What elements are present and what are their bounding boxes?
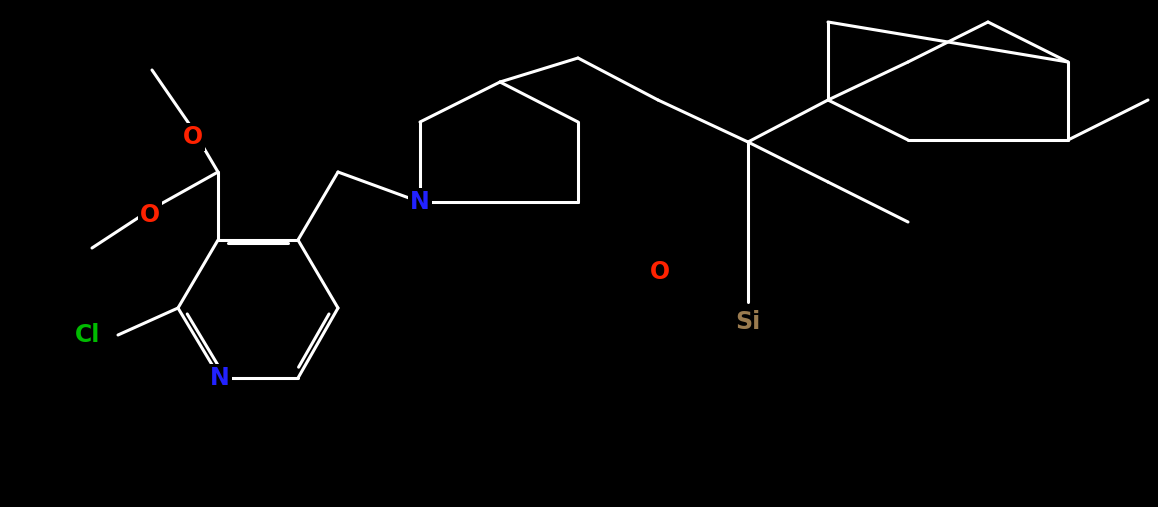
- Text: O: O: [140, 203, 160, 227]
- Text: N: N: [210, 366, 230, 390]
- Text: N: N: [410, 190, 430, 214]
- Text: Si: Si: [735, 310, 761, 334]
- Text: O: O: [650, 260, 670, 284]
- Text: O: O: [183, 125, 203, 149]
- Text: Cl: Cl: [75, 323, 101, 347]
